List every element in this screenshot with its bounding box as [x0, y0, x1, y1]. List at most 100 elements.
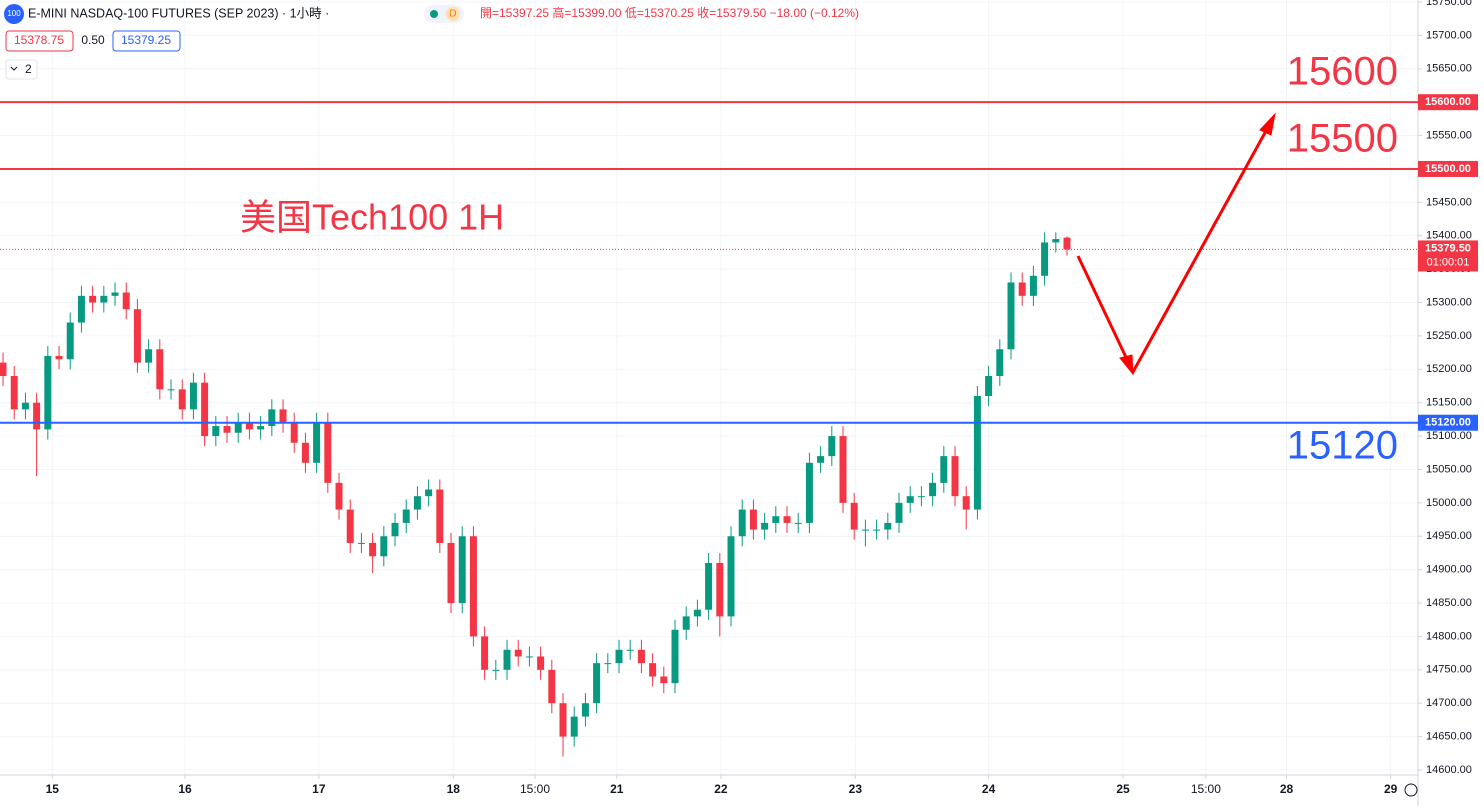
candle-body [436, 489, 444, 543]
x-tick-label: 24 [982, 782, 996, 796]
candle-body [917, 496, 925, 498]
settings-icon[interactable] [1404, 783, 1418, 797]
symbol-title[interactable]: E-MINI NASDAQ-100 FUTURES (SEP 2023) · 1… [28, 6, 329, 20]
ohlc-change: −18.00 (−0.12%) [770, 6, 859, 20]
candle-body [66, 322, 74, 360]
candle-body [772, 516, 780, 523]
candle-body [604, 663, 612, 665]
candle-body [637, 649, 645, 664]
last-price-box [1418, 240, 1478, 272]
candle-body [693, 609, 701, 617]
symbol-badge [4, 4, 24, 24]
level-note: 15120 [1287, 423, 1398, 467]
candle-body [33, 402, 41, 430]
y-tick-label: 14650.00 [1426, 731, 1472, 743]
candle-body [167, 389, 175, 391]
candle-body [279, 409, 287, 423]
x-tick-label: 29 [1384, 782, 1398, 796]
candle-body [189, 382, 197, 410]
candle-body [682, 616, 690, 630]
candle-body [671, 629, 679, 684]
candle-body [828, 436, 836, 457]
candle-body [89, 295, 97, 303]
candle-body [55, 355, 63, 360]
candle-body [895, 502, 903, 523]
candle-body [817, 456, 825, 463]
y-tick-label: 15400.00 [1426, 230, 1472, 242]
candle-body [559, 703, 567, 737]
y-tick-label: 15300.00 [1426, 296, 1472, 308]
candle-body [649, 663, 657, 677]
candle-body [951, 456, 959, 497]
y-tick-label: 15750.00 [1426, 0, 1472, 8]
x-tick-label: 25 [1116, 782, 1130, 796]
x-tick-label: 16 [178, 782, 192, 796]
candles [0, 232, 1071, 757]
candle-body [369, 542, 377, 557]
candle-body [156, 349, 164, 390]
y-tick-label: 15000.00 [1426, 497, 1472, 509]
indicator-toggle[interactable] [5, 59, 38, 80]
y-tick-label: 14750.00 [1426, 664, 1472, 676]
candle-body [492, 669, 500, 671]
grid [0, 0, 1418, 775]
x-tick-label: 23 [849, 782, 863, 796]
candle-body [290, 422, 298, 443]
candle-body [873, 529, 881, 531]
candle-body [1018, 282, 1026, 296]
candle-body [1029, 275, 1037, 296]
candle-body [44, 355, 52, 430]
candle-body [1007, 282, 1015, 350]
level-axis-box [1418, 94, 1478, 111]
indicator-count: 2 [25, 62, 32, 76]
candle-body [761, 522, 769, 530]
candle-body [268, 409, 276, 427]
candle-body [514, 649, 522, 657]
candle-body [660, 676, 668, 684]
candle-body [469, 536, 477, 637]
candle-body [481, 636, 489, 670]
candle-body [805, 462, 813, 523]
candle-body [615, 649, 623, 664]
symbol-badge-text: 100 [7, 9, 21, 18]
x-tick-label: 18 [447, 782, 461, 796]
candle-body [716, 562, 724, 617]
candle-body [458, 536, 466, 604]
candle-body [0, 362, 7, 376]
level-axis-label: 15600.00 [1425, 96, 1471, 108]
candle-body [973, 396, 981, 510]
candle-body [996, 349, 1004, 376]
candle-body [21, 402, 29, 410]
candle-body [313, 422, 321, 463]
x-tick-label: 15 [46, 782, 60, 796]
ask-box[interactable] [112, 30, 181, 52]
ohlc-close: 收=15379.50 [697, 6, 766, 20]
candle-body [122, 292, 130, 310]
candle-body [245, 422, 253, 430]
level-axis-label: 15120.00 [1425, 417, 1471, 429]
candle-body [391, 522, 399, 537]
candle-body [738, 509, 746, 537]
candle-body [548, 669, 556, 704]
y-tick-label: 14850.00 [1426, 597, 1472, 609]
y-tick-label: 14950.00 [1426, 530, 1472, 542]
ohlc-low: 低=15370.25 [625, 6, 694, 20]
y-tick-label: 14800.00 [1426, 630, 1472, 642]
candle-body [223, 426, 231, 433]
candle-body [257, 426, 265, 430]
candle-body [413, 496, 421, 510]
ohlc-open: 開=15397.25 [480, 6, 549, 20]
candle-body [839, 436, 847, 503]
badge-bg [446, 7, 460, 21]
candle-body [100, 295, 108, 303]
candle-body [581, 703, 589, 717]
candle-body [884, 522, 892, 530]
candle-body [727, 536, 735, 617]
bid-box[interactable] [5, 30, 74, 52]
candle-body [145, 349, 153, 363]
y-tick-label: 15100.00 [1426, 430, 1472, 442]
y-tick-label: 15700.00 [1426, 29, 1472, 41]
candle-body [985, 375, 993, 397]
y-tick-label: 15150.00 [1426, 397, 1472, 409]
